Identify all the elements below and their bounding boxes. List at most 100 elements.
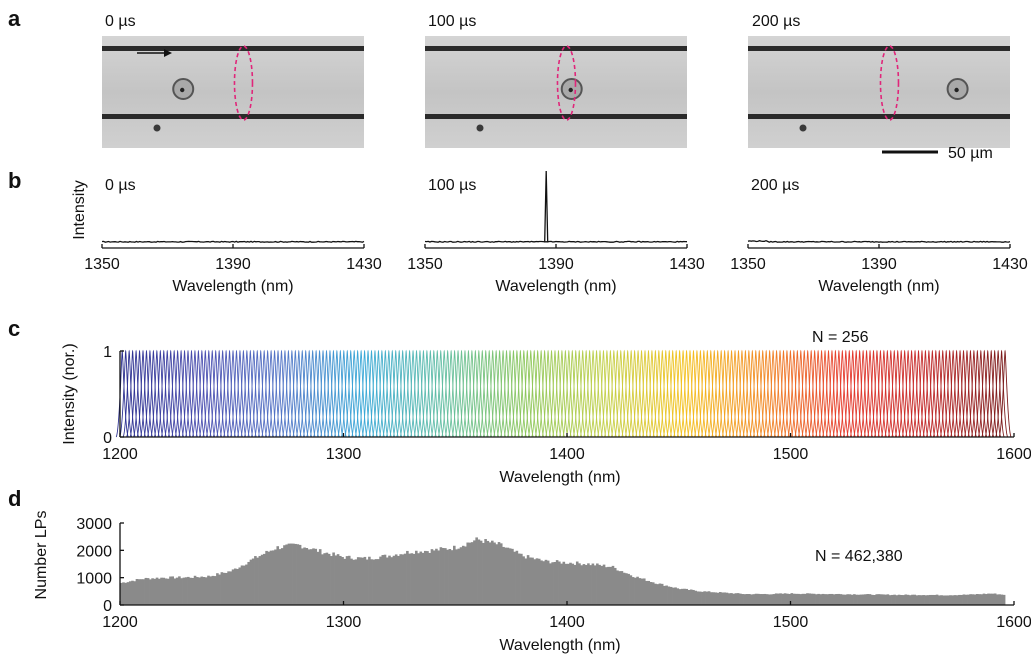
histogram-bar xyxy=(727,593,731,605)
histogram-bar xyxy=(567,563,570,605)
histogram-bar xyxy=(515,550,519,605)
histogram-bar xyxy=(540,560,543,605)
histogram-bar xyxy=(971,594,975,605)
histogram-bar xyxy=(812,593,816,605)
spectrum-line xyxy=(747,239,1011,243)
histogram-bar xyxy=(368,556,371,605)
cell-nucleus xyxy=(954,87,959,93)
histogram-bar xyxy=(989,593,992,605)
histogram-bar xyxy=(935,594,939,605)
histogram-bar xyxy=(1000,594,1004,605)
histogram-bar xyxy=(200,576,204,605)
histogram-bar xyxy=(828,593,832,605)
histogram-bar xyxy=(723,592,727,605)
panel-d-histogram: 0 1000 2000 3000 1200 1300 1400 1500 1600 xyxy=(76,516,1031,631)
x-tick-label: 1400 xyxy=(549,446,585,463)
histogram-bar xyxy=(238,567,242,605)
histogram-bar xyxy=(745,594,749,605)
histogram-bar xyxy=(475,537,478,605)
spectrum-subplot: 200 µs 1350 1390 1430 Wavelength (nm) xyxy=(730,177,1028,295)
x-tick-label: 1430 xyxy=(669,256,705,273)
histogram-bar xyxy=(571,563,575,605)
histogram-bar xyxy=(202,577,206,605)
histogram-bar xyxy=(946,595,950,605)
histogram-bar xyxy=(410,553,414,605)
histogram-bar xyxy=(879,594,883,605)
scale-bar-label: 50 µm xyxy=(948,145,993,162)
histogram-bar xyxy=(587,563,590,605)
histogram-bar xyxy=(642,578,646,605)
panel-letter-b: b xyxy=(8,168,21,193)
histogram-bar xyxy=(685,588,689,605)
histogram-bar xyxy=(703,591,706,605)
histogram-bar xyxy=(466,542,470,605)
x-tick-label: 1350 xyxy=(84,256,120,273)
histogram-bar xyxy=(573,564,577,605)
histogram-bar xyxy=(142,579,145,605)
histogram-bar xyxy=(365,559,369,605)
channel-wall-top xyxy=(748,46,1010,51)
histogram-bar xyxy=(640,578,644,605)
histogram-bar xyxy=(347,555,351,605)
x-axis-label: Wavelength (nm) xyxy=(818,278,939,295)
histogram-bar xyxy=(761,594,765,605)
histogram-bar xyxy=(417,553,420,605)
histogram-bar xyxy=(698,591,702,605)
histogram-bar xyxy=(220,572,224,605)
arrow-head xyxy=(164,49,172,57)
histogram-bar xyxy=(305,548,309,605)
microscopy-frame xyxy=(748,36,1010,148)
histogram-bar xyxy=(457,548,461,605)
histogram-bar xyxy=(991,593,995,605)
histogram-bar xyxy=(931,594,934,605)
histogram-bar xyxy=(958,594,961,605)
histogram-bar xyxy=(882,594,885,605)
histogram-bar xyxy=(589,565,592,605)
y-tick-label: 2000 xyxy=(76,543,112,560)
c-annotation: N = 256 xyxy=(812,329,869,346)
histogram-bar xyxy=(631,577,635,605)
histogram-bar xyxy=(768,594,771,605)
cell-nucleus xyxy=(180,87,185,93)
histogram-bar xyxy=(962,594,966,605)
lasing-peak xyxy=(998,349,1012,438)
histogram-bar xyxy=(940,595,943,605)
histogram-bar xyxy=(419,551,423,605)
panel-b-spectra: 0 µs 1350 1390 1430 Wavelength (nm) 100 µs 135… xyxy=(84,170,1028,295)
histogram-bar xyxy=(942,595,946,605)
histogram-bar xyxy=(904,594,908,605)
histogram-bar xyxy=(620,571,624,605)
lasing-peak xyxy=(995,349,1009,438)
histogram-bar xyxy=(864,594,867,605)
histogram-bar xyxy=(799,594,803,605)
histogram-bar xyxy=(705,591,709,605)
histogram-bar xyxy=(987,593,990,605)
histogram-bar xyxy=(377,559,380,605)
histogram-bar xyxy=(432,550,436,605)
histogram-bar xyxy=(247,561,250,605)
histogram-bar xyxy=(171,576,174,605)
histogram-bar xyxy=(832,594,836,605)
histogram-bar xyxy=(428,552,432,605)
histogram-bar xyxy=(647,580,651,605)
debris-dot xyxy=(799,124,807,132)
histogram-bar xyxy=(298,544,302,605)
histogram-bar xyxy=(283,545,286,605)
frame-time-label: 0 µs xyxy=(105,13,136,30)
histogram-bar xyxy=(873,595,876,605)
histogram-bar xyxy=(839,594,843,605)
channel-wall-bottom xyxy=(748,114,1010,119)
histogram-bar xyxy=(627,573,630,605)
histogram-bar xyxy=(978,594,981,605)
histogram-bar xyxy=(124,582,128,605)
histogram-bar xyxy=(638,578,642,605)
channel-wall-top xyxy=(102,46,364,51)
histogram-bar xyxy=(336,554,340,605)
histogram-bar xyxy=(491,540,494,605)
histogram-bar xyxy=(917,595,921,605)
histogram-bar xyxy=(263,553,266,605)
histogram-bar xyxy=(678,589,682,605)
histogram-bar xyxy=(343,558,347,605)
y-tick-label: 0 xyxy=(103,598,112,615)
